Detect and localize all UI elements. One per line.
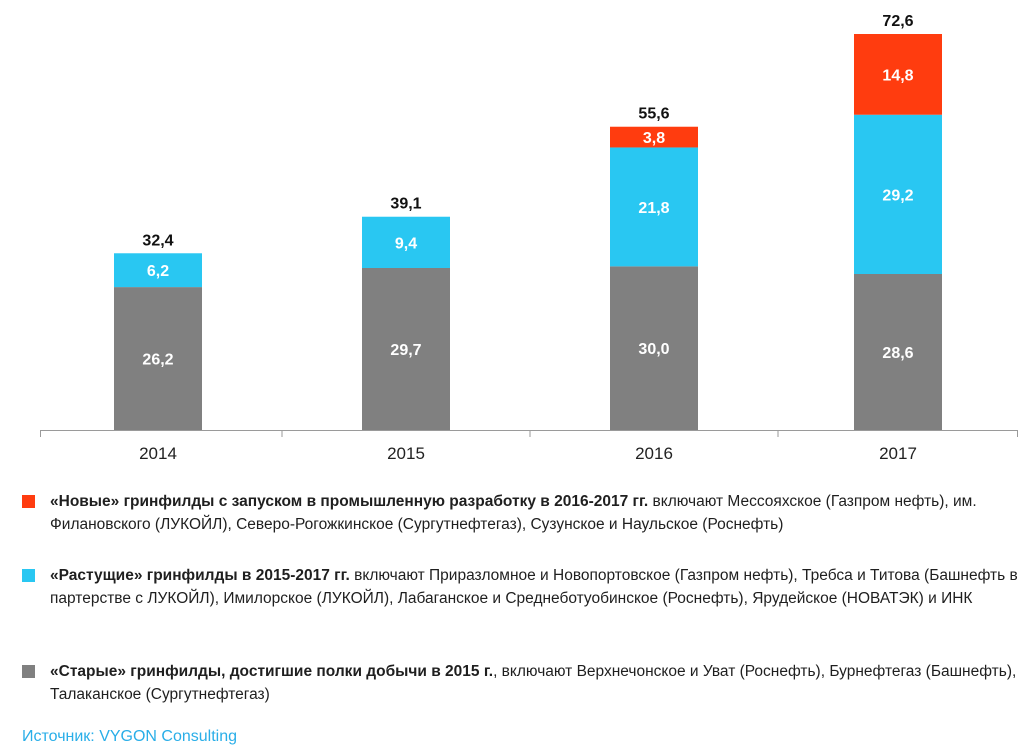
data-label-2017-series-1: 29,2 xyxy=(882,187,913,204)
legend-title-old: «Старые» гринфилды, достигшие полки добы… xyxy=(50,663,494,680)
stacked-bar-chart: 26,2 6,2 32,4 2014 29,7 9,4 39,1 2015 30,0 21,8 3,… xyxy=(40,13,1018,463)
bar-segment-2016-series-1 xyxy=(610,147,698,267)
bar-segment-2016-series-0 xyxy=(610,266,698,430)
bar-segment-2016-series-2 xyxy=(610,126,698,148)
bar-segment-2017-series-1 xyxy=(854,114,942,275)
data-label-2016-series-0: 30,0 xyxy=(638,341,669,358)
data-label-2016-series-1: 21,8 xyxy=(638,200,669,217)
total-label-2017: 72,6 xyxy=(882,13,913,30)
legend-swatch-old xyxy=(22,665,35,678)
legend-title-growing: «Растущие» гринфилды в 2015-2017 гг. xyxy=(50,567,350,584)
data-label-2017-series-0: 28,6 xyxy=(882,345,913,362)
x-tick-label-2017: 2017 xyxy=(879,444,917,463)
data-label-2016-series-2: 3,8 xyxy=(643,130,665,147)
data-label-2014-series-1: 6,2 xyxy=(147,263,169,280)
bar-segment-2017-series-2 xyxy=(854,34,942,115)
bar-segment-2017-series-0 xyxy=(854,274,942,430)
legend-desc-growing: включают Приразломное и Новопортовское (… xyxy=(50,567,1018,607)
source-note: Источник: VYGON Consulting xyxy=(22,728,238,745)
bar-segment-2015-series-0 xyxy=(362,268,450,430)
x-tick-label-2016: 2016 xyxy=(635,444,673,463)
legend-swatch-growing xyxy=(22,569,35,582)
data-label-2017-series-2: 14,8 xyxy=(882,67,913,84)
x-tick-label-2015: 2015 xyxy=(387,444,425,463)
legend-desc-old: , включают Верхнечонское и Уват (Роснефт… xyxy=(50,663,1017,703)
x-tick-label-2014: 2014 xyxy=(139,444,177,463)
total-label-2015: 39,1 xyxy=(390,196,421,213)
legend-title-new: «Новые» гринфилды с запуском в промышлен… xyxy=(50,493,649,510)
bar-segment-2014-series-1 xyxy=(114,253,202,288)
data-label-2014-series-0: 26,2 xyxy=(142,352,173,369)
bar-segment-2014-series-0 xyxy=(114,287,202,430)
data-label-2015-series-0: 29,7 xyxy=(390,342,421,359)
bar-segment-2015-series-1 xyxy=(362,216,450,268)
legend-desc-new: включают Мессояхское (Газпром нефть), им… xyxy=(50,493,977,533)
total-label-2014: 32,4 xyxy=(142,232,173,249)
legend-swatch-new xyxy=(22,495,35,508)
data-label-2015-series-1: 9,4 xyxy=(395,235,417,252)
total-label-2016: 55,6 xyxy=(638,106,669,123)
